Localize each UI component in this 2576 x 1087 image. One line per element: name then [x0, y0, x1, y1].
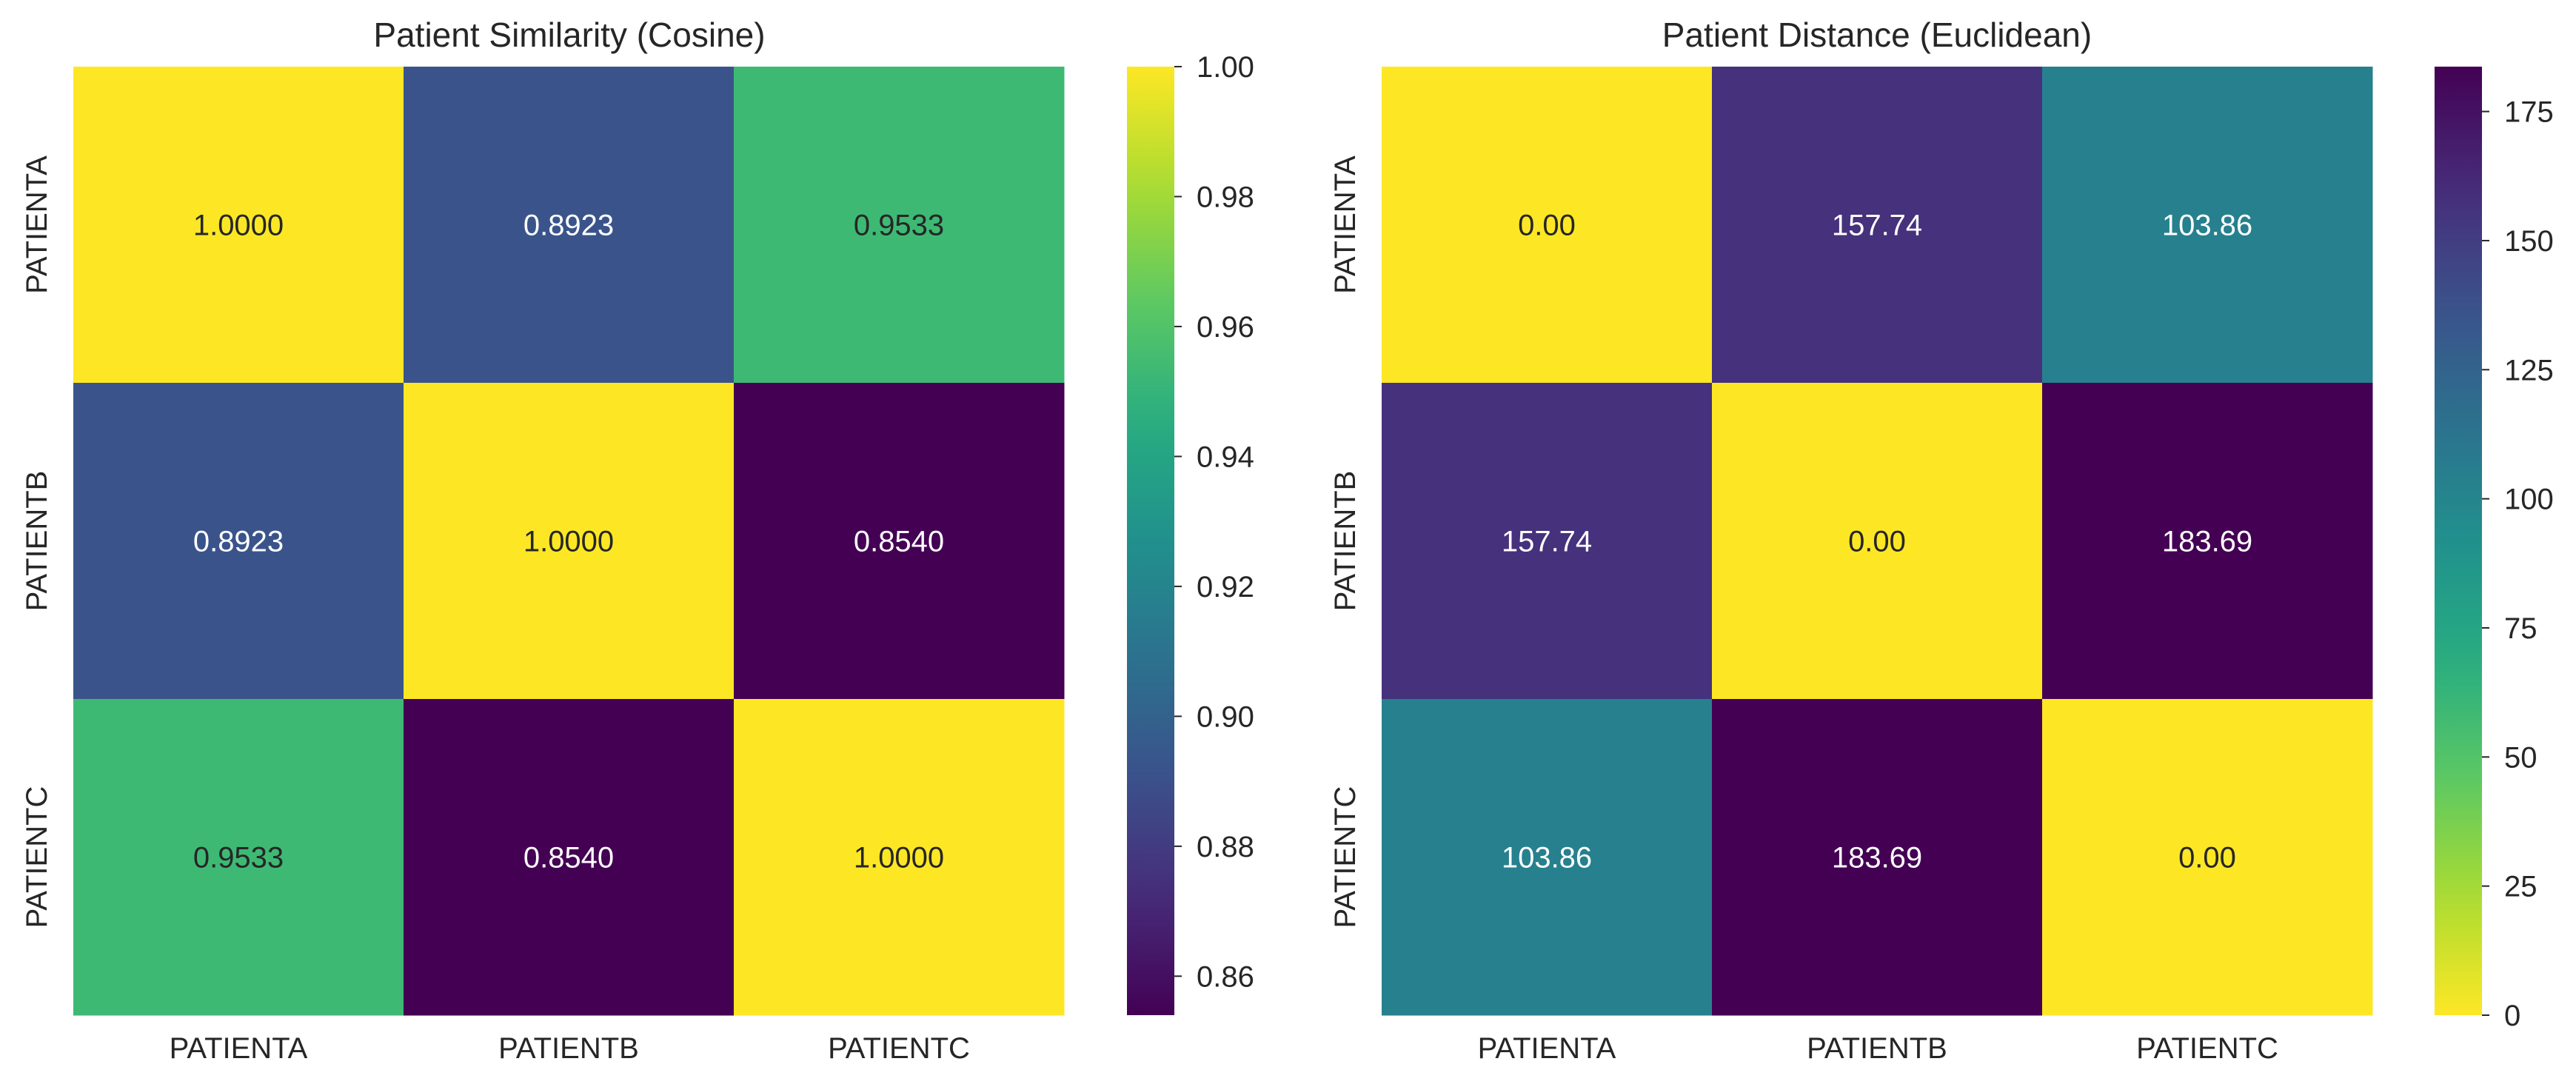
euclidean-colorbar: 0 25 50 75 100 125 150 175 — [2435, 67, 2554, 1032]
colorbar-gradient — [2435, 67, 2482, 1015]
heatmap-cell-patientc-patienta — [73, 699, 404, 1016]
colorbar-tick-label: 0.88 — [1197, 831, 1254, 863]
euclidean-y-tick-labels: PATIENTA PATIENTB PATIENTC — [1329, 155, 1362, 929]
cosine-heatmap-cells: 1.0000 0.8923 0.9533 0.8923 1.0000 0.8540 0.95… — [73, 67, 1065, 1016]
colorbar-tick-label: 0.94 — [1197, 441, 1254, 473]
heatmap-cell-patientc-patienta — [1382, 699, 1713, 1016]
heatmap-cell-patienta-patientc — [2042, 67, 2373, 384]
euclidean-heatmap-cells: 0.00 157.74 103.86 157.74 0.00 183.69 103.86 18… — [1382, 67, 2373, 1016]
cell-value-label: 157.74 — [1832, 210, 1922, 242]
colorbar-tick-label: 0.86 — [1197, 960, 1254, 993]
y-tick-label: PATIENTA — [1329, 155, 1362, 294]
cell-value-label: 0.9533 — [854, 210, 944, 242]
y-tick-label: PATIENTC — [21, 786, 53, 929]
heatmap-cell-patientc-patientc — [2042, 699, 2373, 1016]
heatmap-cell-patientc-patientc — [734, 699, 1065, 1016]
cosine-y-tick-labels: PATIENTA PATIENTB PATIENTC — [21, 155, 53, 929]
colorbar-tick-label: 125 — [2504, 354, 2554, 387]
x-tick-label: PATIENTC — [2136, 1032, 2278, 1065]
cell-value-label: 0.8540 — [854, 526, 944, 558]
cell-value-label: 0.8540 — [523, 842, 614, 874]
y-tick-label: PATIENTB — [21, 471, 53, 612]
y-tick-label: PATIENTC — [1329, 786, 1362, 929]
heatmap-cell-patientb-patienta — [73, 383, 404, 700]
heatmap-cell-patienta-patienta — [1382, 67, 1713, 384]
colorbar-tick-label: 50 — [2504, 741, 2537, 774]
heatmap-cell-patienta-patienta — [73, 67, 404, 384]
cosine-colorbar: 0.86 0.88 0.90 0.92 0.94 0.96 0.98 1.00 — [1127, 51, 1254, 1015]
heatmap-cell-patientc-patientb — [404, 699, 735, 1016]
colorbar-tick-label: 0.92 — [1197, 571, 1254, 603]
colorbar-tick-label: 0.90 — [1197, 700, 1254, 733]
colorbar-tick-label: 0.98 — [1197, 181, 1254, 213]
cell-value-label: 0.8923 — [523, 210, 614, 242]
x-tick-label: PATIENTC — [828, 1032, 970, 1065]
colorbar-tick-label: 25 — [2504, 871, 2537, 903]
cell-value-label: 0.00 — [2178, 842, 2236, 874]
colorbar-tick-label: 100 — [2504, 484, 2554, 516]
cell-value-label: 1.0000 — [523, 526, 614, 558]
euclidean-distance-panel: Patient Distance (Euclidean) 0.00 157.74 1… — [1329, 16, 2554, 1065]
colorbar-tick-label: 1.00 — [1197, 51, 1254, 84]
cosine-x-tick-labels: PATIENTA PATIENTB PATIENTC — [170, 1032, 970, 1065]
heatmap-cell-patientb-patientb — [1712, 383, 2043, 700]
colorbar-gradient — [1127, 67, 1174, 1015]
heatmap-cell-patientb-patienta — [1382, 383, 1713, 700]
x-tick-label: PATIENTB — [498, 1032, 639, 1065]
colorbar-tick-label: 0.96 — [1197, 311, 1254, 344]
cell-value-label: 103.86 — [2162, 210, 2252, 242]
cell-value-label: 183.69 — [1832, 842, 1922, 874]
cell-value-label: 103.86 — [1502, 842, 1592, 874]
heatmap-cell-patienta-patientb — [404, 67, 735, 384]
x-tick-label: PATIENTA — [1478, 1032, 1616, 1065]
heatmap-cell-patientb-patientb — [404, 383, 735, 700]
y-tick-label: PATIENTB — [1329, 471, 1362, 612]
colorbar-tick-label: 175 — [2504, 96, 2554, 129]
heatmap-cell-patienta-patientc — [734, 67, 1065, 384]
euclidean-x-tick-labels: PATIENTA PATIENTB PATIENTC — [1478, 1032, 2278, 1065]
cell-value-label: 1.0000 — [193, 210, 284, 242]
cell-value-label: 0.00 — [1518, 210, 1576, 242]
x-tick-label: PATIENTB — [1807, 1032, 1947, 1065]
cell-value-label: 183.69 — [2162, 526, 2252, 558]
cell-value-label: 1.0000 — [854, 842, 944, 874]
cell-value-label: 0.8923 — [193, 526, 284, 558]
colorbar-tick-label: 150 — [2504, 225, 2554, 258]
euclidean-chart-title: Patient Distance (Euclidean) — [1662, 16, 2092, 54]
cell-value-label: 0.9533 — [193, 842, 284, 874]
colorbar-tick-label: 75 — [2504, 612, 2537, 645]
cell-value-label: 157.74 — [1502, 526, 1592, 558]
heatmap-cell-patientc-patientb — [1712, 699, 2043, 1016]
colorbar-tick-label: 0 — [2504, 1000, 2520, 1032]
x-tick-label: PATIENTA — [170, 1032, 308, 1065]
cosine-chart-title: Patient Similarity (Cosine) — [373, 16, 765, 54]
heatmap-cell-patientb-patientc — [734, 383, 1065, 700]
cell-value-label: 0.00 — [1848, 526, 1906, 558]
heatmap-cell-patientb-patientc — [2042, 383, 2373, 700]
heatmap-cell-patienta-patientb — [1712, 67, 2043, 384]
cosine-similarity-panel: Patient Similarity (Cosine) 1.0000 0.8923… — [21, 16, 1254, 1065]
y-tick-label: PATIENTA — [21, 155, 53, 294]
